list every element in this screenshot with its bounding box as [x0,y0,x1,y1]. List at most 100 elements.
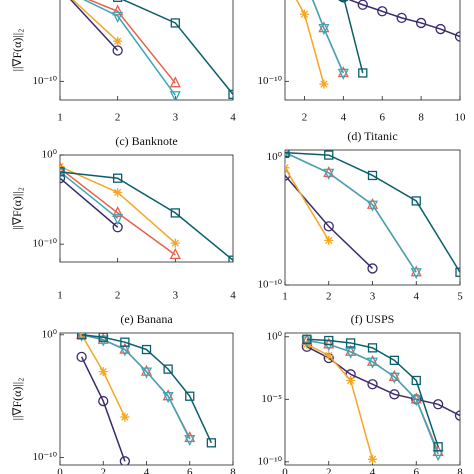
marker [113,187,123,197]
series-line [60,171,119,219]
marker [170,208,180,218]
x-tick-label: 8 [457,467,463,474]
marker [415,17,427,29]
plot-area [284,0,461,101]
marker [169,247,181,260]
marker [410,395,422,407]
subplot: 1 2 3 4 10⁰ 10⁻¹⁰ (c) Banknote ||∇F(α)||₂ [10,134,237,302]
marker [410,265,422,277]
series-line [285,151,460,273]
marker [60,167,65,177]
marker [162,392,174,404]
series-line [348,0,460,38]
marker [323,168,335,180]
x-tick-label: 10 [455,112,467,124]
y-tick-label: 10⁻¹⁰ [32,451,57,463]
series-line [60,177,119,228]
marker [169,91,181,100]
series-line [121,0,233,95]
marker [112,45,123,56]
marker [396,12,407,24]
series-line [285,167,330,241]
series-line [312,0,345,74]
series-line [87,0,176,84]
marker [367,263,378,274]
marker [346,375,356,385]
x-tick-label: 1 [282,291,288,303]
x-tick-label: 2 [302,112,308,124]
marker [170,238,180,248]
series-line [70,0,119,52]
plot-lines [295,0,460,89]
marker [285,150,290,160]
marker [98,333,108,342]
x-tick-label: 8 [230,467,236,474]
marker [389,389,400,400]
marker [377,6,388,17]
marker [358,68,368,78]
subplot: 1 2 3 4 5 10⁰ 10⁻¹⁰ (d) Titanic [257,129,463,303]
series-line [306,338,439,448]
x-tick-label: 2 [115,112,121,124]
y-tick-label: 10⁰ [42,149,58,161]
marker [112,4,124,16]
marker [113,173,123,183]
plot-lines [285,150,460,280]
subplot: 1 2 3 4 10⁻¹⁰ ||∇F(α)||₂ [10,0,236,124]
series-line [71,0,119,42]
x-tick-label: 4 [370,467,376,474]
marker [454,31,460,42]
marker [299,9,309,19]
marker [206,438,217,448]
subplot: 0 2 4 6 8 10⁰ 10⁻⁵ 10⁻¹⁰ (f) USPS [257,312,463,474]
x-tick-label: 4 [414,291,420,303]
marker [345,347,357,359]
marker [112,214,124,226]
marker [285,150,290,158]
marker [435,23,446,35]
marker [113,36,123,46]
x-tick-label: 1 [57,112,63,124]
series-line [60,171,233,261]
marker [410,392,422,404]
marker [367,343,378,353]
marker [318,21,330,33]
marker [367,379,378,390]
x-tick-label: 3 [370,291,376,303]
series-line [81,334,213,444]
marker [319,79,329,89]
marker [357,0,368,10]
marker [140,367,153,379]
marker [338,0,348,3]
x-tick-label: 2 [101,467,107,474]
y-axis-label: ||∇F(α)||₂ [10,29,24,72]
x-tick-label: 4 [230,112,236,124]
marker [455,267,460,277]
marker [141,344,152,355]
marker [119,456,131,465]
series-line [60,167,176,256]
marker [162,389,174,401]
x-tick-label: 3 [173,112,179,124]
y-tick-label: 10⁻¹⁰ [257,455,282,467]
x-tick-label: 0 [57,467,63,474]
marker [324,235,334,245]
marker [120,337,130,347]
marker [324,335,334,346]
marker [411,375,421,386]
plot-lines [60,161,233,262]
y-axis-label: ||∇F(α)||₂ [10,187,24,230]
series-line [343,0,364,74]
series-line [80,356,126,462]
series-line [285,151,417,273]
marker [410,268,422,280]
marker [112,11,124,23]
marker [366,357,379,369]
plot-area [59,332,234,466]
y-tick-label: 10⁰ [267,151,283,163]
subplot-title: (c) Banknote [115,134,177,148]
x-tick-label: 8 [418,112,424,124]
plot-lines [76,333,217,465]
x-tick-label: 0 [282,467,288,474]
